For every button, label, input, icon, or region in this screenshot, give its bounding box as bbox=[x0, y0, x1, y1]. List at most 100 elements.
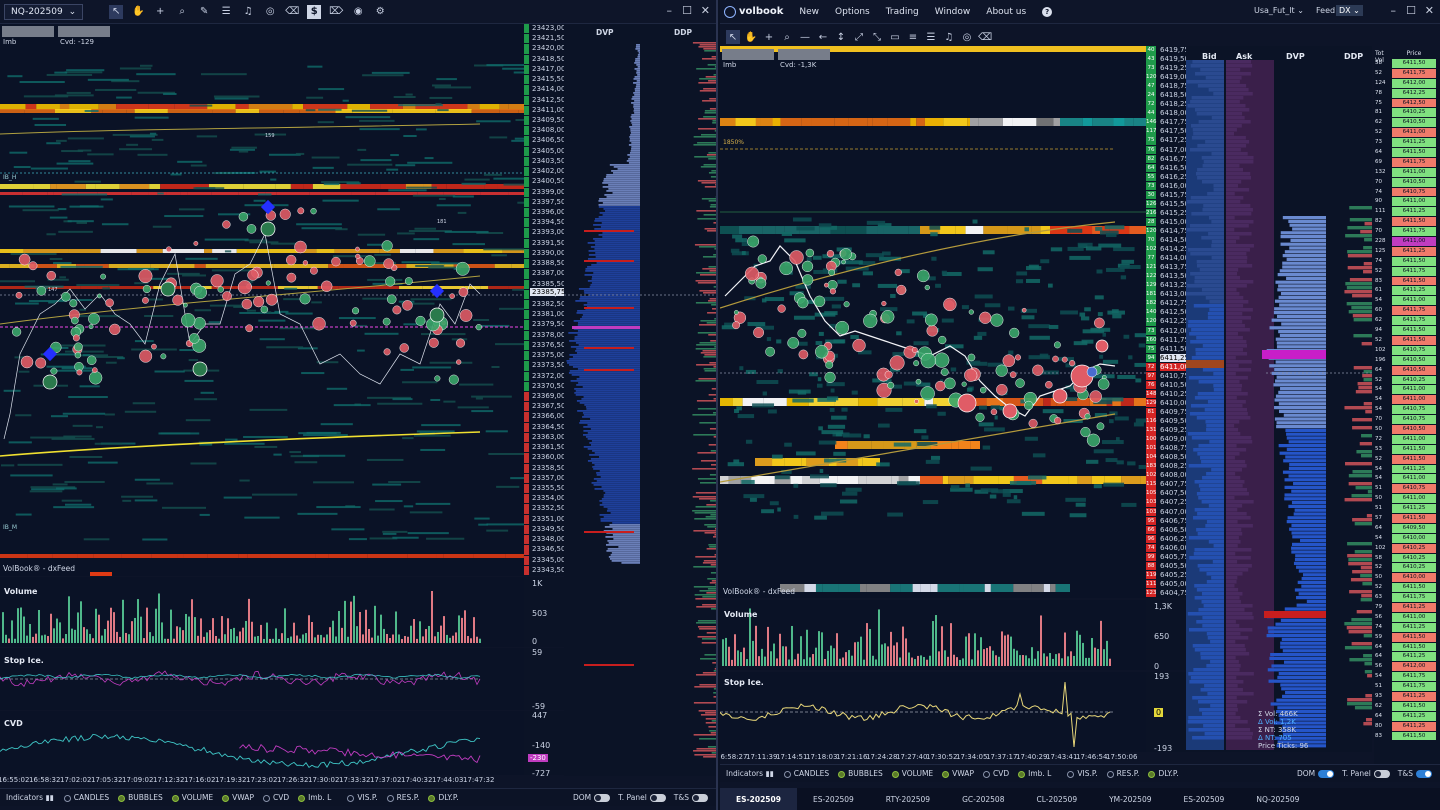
ladder-row[interactable]: 102 6410,25 bbox=[1374, 543, 1440, 554]
ladder-row[interactable]: 64 6411,25 bbox=[1374, 652, 1440, 663]
hand-icon[interactable]: ✋ bbox=[744, 31, 758, 43]
symbol-tab[interactable]: ES-202509 bbox=[1183, 794, 1225, 804]
option-cvd[interactable]: CVD bbox=[982, 769, 1009, 778]
dom-toggle[interactable]: DOM bbox=[1297, 769, 1335, 778]
ts-toggle[interactable]: T&S bbox=[674, 793, 708, 802]
left-volume-panel[interactable]: Volume bbox=[0, 577, 524, 647]
ladder-row[interactable]: 62 6410,50 bbox=[1374, 118, 1440, 129]
option-bubbles[interactable]: BUBBLES bbox=[118, 793, 163, 802]
dom-switch[interactable] bbox=[594, 794, 611, 802]
ladder-row[interactable]: 54 6410,00 bbox=[1374, 533, 1440, 544]
left-cvd-panel[interactable]: CVD bbox=[0, 711, 524, 775]
option-volume[interactable]: VOLUME bbox=[891, 769, 933, 778]
right-heatmap-chart[interactable]: Imb Cvd: -1,3K 1850% VolBook® - dxFeed bbox=[720, 46, 1146, 598]
ladder-row[interactable]: 57 6411,50 bbox=[1374, 513, 1440, 524]
menu-about[interactable]: About us bbox=[986, 6, 1027, 17]
option-bubbles[interactable]: BUBBLES bbox=[838, 769, 883, 778]
menu-window[interactable]: Window bbox=[934, 6, 971, 17]
ladder-row[interactable]: 50 6411,00 bbox=[1374, 494, 1440, 505]
ladder-row[interactable]: 75 6412,50 bbox=[1374, 98, 1440, 109]
close-icon[interactable]: ✕ bbox=[1424, 4, 1434, 17]
menu-new[interactable]: New bbox=[799, 6, 820, 17]
ladder-row[interactable]: 79 6411,25 bbox=[1374, 602, 1440, 613]
ladder-row[interactable]: 83 6411,50 bbox=[1374, 731, 1440, 742]
account-select[interactable]: Usa_Fut_lt ⌄ bbox=[1254, 6, 1304, 15]
ladder-row[interactable]: 111 6411,25 bbox=[1374, 207, 1440, 218]
ladder-row[interactable]: 64 6411,25 bbox=[1374, 711, 1440, 722]
ladder-row[interactable]: 132 6411,00 bbox=[1374, 167, 1440, 178]
ladder-row[interactable]: 61 6411,25 bbox=[1374, 286, 1440, 297]
ladder-row[interactable]: 60 6411,75 bbox=[1374, 306, 1440, 317]
ladder-row[interactable]: 64 6409,50 bbox=[1374, 523, 1440, 534]
ladder-row[interactable]: 72 6411,00 bbox=[1374, 434, 1440, 445]
option-resp[interactable]: RES.P. bbox=[386, 793, 419, 802]
target-icon[interactable]: ◉ bbox=[353, 6, 363, 17]
right-volume-panel[interactable]: Volume bbox=[720, 600, 1146, 670]
pencil-icon[interactable]: ✎ bbox=[200, 6, 209, 17]
ladder-row[interactable]: 54 6411,00 bbox=[1374, 474, 1440, 485]
ladder-row[interactable]: 52 6410,25 bbox=[1374, 375, 1440, 386]
ts-toggle[interactable]: T&S bbox=[1398, 769, 1432, 778]
ladder-row[interactable]: 124 6412,00 bbox=[1374, 78, 1440, 89]
ladder-row[interactable]: 54 6411,25 bbox=[1374, 464, 1440, 475]
ladder-row[interactable]: 62 6411,75 bbox=[1374, 316, 1440, 327]
ladder-row[interactable]: 52 6411,75 bbox=[1374, 266, 1440, 277]
symbol-tab[interactable]: CL-202509 bbox=[1036, 794, 1078, 804]
ladder-row[interactable]: 52 6411,50 bbox=[1374, 583, 1440, 594]
minimize-icon[interactable]: – bbox=[1390, 4, 1397, 17]
option-candles[interactable]: CANDLES bbox=[63, 793, 109, 802]
symbol-tab[interactable]: NQ-202509 bbox=[1256, 794, 1300, 804]
ladder-row[interactable]: 52 6411,75 bbox=[1374, 68, 1440, 79]
ladder-row[interactable]: 54 6411,00 bbox=[1374, 385, 1440, 396]
hline-icon[interactable]: — bbox=[800, 31, 810, 43]
list-icon[interactable]: ☰ bbox=[926, 31, 936, 43]
alarm-icon[interactable]: ◎ bbox=[265, 6, 275, 17]
ladder-row[interactable]: 102 6410,75 bbox=[1374, 345, 1440, 356]
ladder-row[interactable]: 73 6411,25 bbox=[1374, 138, 1440, 149]
help-icon[interactable]: ? bbox=[1042, 6, 1053, 17]
left-price-axis[interactable]: 23423,00 23421,50 23420,00 23418,50 23417,00… bbox=[524, 24, 568, 576]
zoom-icon[interactable]: ⌕ bbox=[179, 6, 186, 17]
tpanel-toggle[interactable]: T. Panel bbox=[1342, 769, 1390, 778]
maximize-icon[interactable]: ☐ bbox=[682, 4, 692, 17]
tpanel-toggle[interactable]: T. Panel bbox=[618, 793, 666, 802]
ladder-row[interactable]: 125 6411,25 bbox=[1374, 246, 1440, 257]
right-stopice-panel[interactable]: Stop Ice. bbox=[720, 672, 1146, 752]
ladder-row[interactable]: 74 6410,75 bbox=[1374, 187, 1440, 198]
ladder-row[interactable]: 81 6410,25 bbox=[1374, 108, 1440, 119]
ladder-row[interactable]: 82 6411,50 bbox=[1374, 217, 1440, 228]
text-icon[interactable]: ≡ bbox=[908, 31, 918, 43]
indicators-button[interactable]: Indicators ▮▮ bbox=[6, 793, 54, 802]
ladder-row[interactable]: 63 6411,75 bbox=[1374, 593, 1440, 603]
ladder-row[interactable]: 70 6410,75 bbox=[1374, 415, 1440, 425]
ladder-row[interactable]: 52 6411,50 bbox=[1374, 454, 1440, 465]
symbol-tab[interactable]: GC-202508 bbox=[962, 794, 1005, 804]
ladder-row[interactable]: 51 6411,25 bbox=[1374, 504, 1440, 514]
ladder-row[interactable]: 50 6410,00 bbox=[1374, 573, 1440, 584]
ladder-row[interactable]: 78 6412,25 bbox=[1374, 88, 1440, 99]
option-visp[interactable]: VIS.P. bbox=[347, 793, 378, 802]
ladder-row[interactable]: 70 6411,75 bbox=[1374, 227, 1440, 238]
dom-switch[interactable] bbox=[1318, 770, 1335, 778]
ladder-row[interactable]: 70 6410,50 bbox=[1374, 177, 1440, 188]
indicators-button[interactable]: Indicators ▮▮ bbox=[726, 769, 774, 778]
option-visp[interactable]: VIS.P. bbox=[1067, 769, 1098, 778]
ladder-row[interactable]: 52 6411,00 bbox=[1374, 128, 1440, 139]
close-icon[interactable]: ✕ bbox=[700, 4, 710, 17]
left-heatmap-chart[interactable]: 159 181 147 Imb Cvd: -129 IB_H IB_M VolBoo… bbox=[0, 24, 524, 576]
ladder-row[interactable]: 62 6411,50 bbox=[1374, 701, 1440, 712]
fib-icon[interactable]: ⤡ bbox=[873, 31, 881, 43]
ladder-row[interactable]: 196 6410,50 bbox=[1374, 355, 1440, 366]
ladder-row[interactable]: 54 6411,00 bbox=[1374, 296, 1440, 307]
left-stopice-panel[interactable]: Stop Ice. bbox=[0, 648, 524, 710]
symbol-tab[interactable]: RTY-202509 bbox=[885, 794, 931, 804]
ladder-row[interactable]: 90 6411,00 bbox=[1374, 197, 1440, 208]
dollar-icon[interactable]: $ bbox=[307, 4, 322, 19]
ladder-row[interactable]: 50 6410,50 bbox=[1374, 424, 1440, 435]
ladder-row[interactable]: 83 6411,50 bbox=[1374, 276, 1440, 287]
gear-icon[interactable]: ⚙ bbox=[375, 6, 385, 17]
ladder-row[interactable]: 64 6411,50 bbox=[1374, 642, 1440, 653]
menu-trading[interactable]: Trading bbox=[885, 6, 919, 17]
ladder-row[interactable]: 56 6412,00 bbox=[1374, 662, 1440, 673]
ladder-row[interactable]: 51 6410,75 bbox=[1374, 484, 1440, 495]
